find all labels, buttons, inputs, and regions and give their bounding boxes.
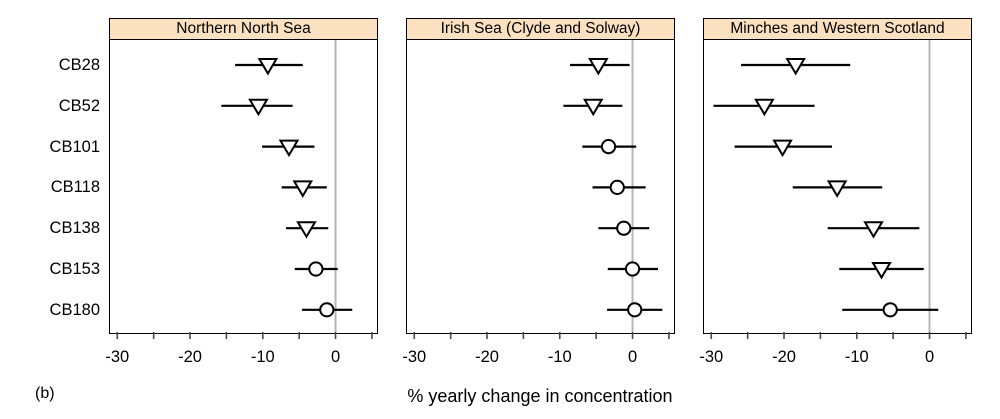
x-tick-label: -30 (105, 348, 130, 366)
x-tick-label: -20 (475, 348, 499, 366)
plot-area (109, 40, 378, 339)
y-axis-label: CB180 (49, 300, 100, 319)
panel-strip-header: Northern North Sea (109, 18, 378, 40)
triangle-down-marker (257, 58, 279, 76)
triangle-down-marker (296, 221, 317, 239)
x-axis-tick-labels: -30 -20 -10 0 (699, 347, 971, 367)
x-tick-label: 0 (627, 348, 638, 366)
triangle-down-marker (292, 180, 314, 198)
x-axis-tick-labels: -30 -20 -10 0 (105, 347, 377, 367)
panel-strip-header: Minches and Western Scotland (703, 18, 972, 40)
figure-panel-label: (b) (35, 385, 55, 402)
panel-title: Irish Sea (Clyde and Solway) (440, 20, 641, 37)
circle-marker (600, 139, 617, 155)
triangle-down-marker (871, 262, 892, 280)
plot-area (703, 40, 972, 339)
x-tick-label: -30 (699, 348, 724, 366)
circle-marker (624, 261, 641, 277)
y-axis-label: CB101 (49, 137, 100, 156)
triangle-down-marker (582, 98, 604, 117)
plot-canvas (413, 40, 670, 339)
triangle-down-marker (588, 58, 609, 76)
triangle-down-marker (863, 221, 884, 239)
triangle-down-marker (826, 180, 848, 198)
x-tick-label: -10 (844, 348, 869, 366)
triangle-down-marker (754, 98, 775, 117)
x-tick-label: -10 (250, 348, 275, 366)
circle-marker (882, 302, 898, 318)
circle-marker (616, 220, 632, 236)
circle-marker (627, 302, 643, 318)
x-tick-label: -20 (178, 348, 202, 366)
panel-title: Northern North Sea (176, 20, 311, 37)
x-tick-label: 0 (330, 348, 341, 366)
plot-canvas (710, 40, 967, 339)
x-tick-label: -20 (772, 348, 796, 366)
y-axis-label: CB138 (49, 219, 100, 238)
x-axis-tick-labels: -30 -20 -10 0 (402, 347, 674, 367)
x-tick-label: -30 (402, 348, 427, 366)
y-axis-label: CB28 (58, 56, 100, 74)
circle-marker (319, 302, 335, 318)
triangle-down-marker (248, 98, 269, 117)
circle-marker (308, 261, 324, 277)
x-tick-label: -10 (547, 348, 572, 366)
x-tick-label: 0 (924, 348, 935, 366)
triangle-down-marker (772, 139, 793, 158)
plot-area (406, 40, 675, 339)
panel-northern-north-sea: Northern North Sea -30 -20 -10 0 (105, 18, 378, 366)
panel-minches-western-scotland: Minches and Western Scotland -30 -20 -10 0 (699, 18, 972, 366)
panel-strip-header: Irish Sea (Clyde and Solway) (406, 18, 675, 40)
x-axis-title: % yearly change in concentration (407, 386, 673, 406)
triangle-down-marker (278, 139, 300, 158)
plot-canvas (116, 40, 373, 339)
triangle-down-marker (785, 58, 806, 76)
circle-marker (609, 179, 625, 195)
panel-title: Minches and Western Scotland (730, 20, 945, 37)
y-axis-label: CB52 (58, 96, 100, 115)
y-axis-label: CB118 (50, 178, 100, 197)
y-axis-labels: CB28 CB52 CB101 CB118 CB138 CB153 CB180 (0, 0, 100, 419)
panel-irish-sea: Irish Sea (Clyde and Solway) -30 -20 -10 0 (402, 18, 675, 366)
y-axis-label: CB153 (49, 260, 100, 278)
